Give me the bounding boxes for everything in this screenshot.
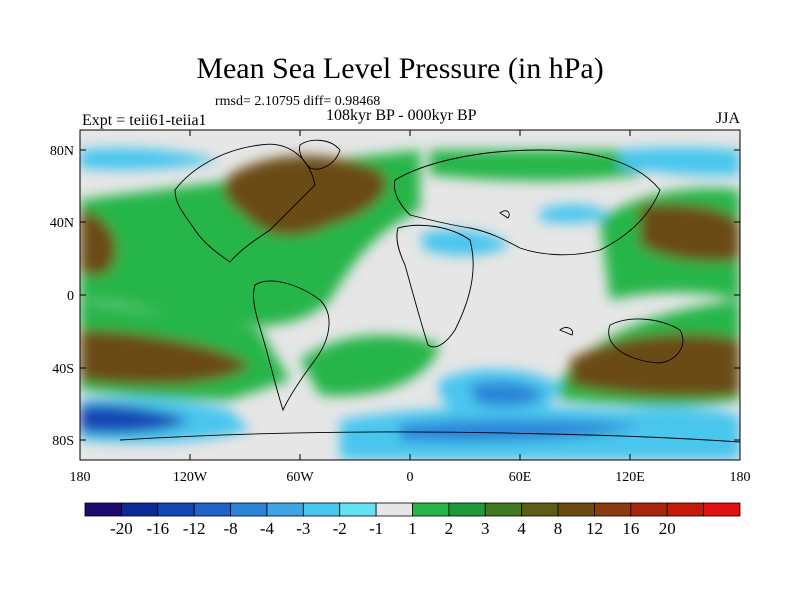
colorbar-label: -8: [223, 519, 237, 538]
lat-label: 40S: [52, 362, 74, 377]
lon-axis: 180 120W 60W 0 60E 120E 180: [70, 130, 751, 485]
lat-axis: 80N 40N 0 40S 80S: [50, 144, 740, 449]
colorbar-swatch: [230, 502, 268, 517]
colorbar-label: -20: [110, 519, 133, 538]
colorbar-label: 8: [554, 519, 563, 538]
colorbar-swatch: [120, 502, 159, 517]
colorbar-swatch: [302, 502, 341, 517]
lon-label: 0: [407, 470, 414, 485]
experiment-label: Expt = teii61-teiia1: [82, 112, 207, 129]
colorbar-swatch: [375, 502, 413, 517]
lon-label: 180: [70, 470, 91, 485]
colorbar-swatch: [703, 502, 741, 517]
colorbar: -20 -16 -12 -8 -4 -3 -2 -1 1 2 3 4 8 12 16 20: [84, 502, 741, 538]
colorbar-label: 4: [517, 519, 526, 538]
colorbar-label: -3: [296, 519, 310, 538]
lat-label: 40N: [50, 216, 74, 231]
colorbar-label: 2: [445, 519, 454, 538]
colorbar-swatch: [666, 502, 705, 517]
colorbar-label: 1: [408, 519, 417, 538]
colorbar-swatch: [557, 502, 595, 517]
lat-label: 80N: [50, 144, 74, 159]
colorbar-swatch: [339, 502, 377, 517]
lon-label: 180: [730, 470, 751, 485]
colorbar-label: -12: [183, 519, 206, 538]
plot-title: Mean Sea Level Pressure (in hPa): [196, 52, 604, 85]
colorbar-swatch: [630, 502, 668, 517]
colorbar-swatch: [157, 502, 195, 517]
colorbar-label: -16: [146, 519, 169, 538]
colorbar-swatch: [521, 502, 559, 517]
lon-label: 120W: [173, 470, 208, 485]
colorbar-swatch: [448, 502, 486, 517]
colorbar-swatch: [412, 502, 450, 517]
colorbar-swatch: [484, 502, 523, 517]
period-label: 108kyr BP - 000kyr BP: [326, 107, 477, 124]
lon-label: 60W: [286, 470, 314, 485]
contour-field: [80, 130, 740, 460]
colorbar-label: -4: [260, 519, 275, 538]
lat-label: 0: [67, 289, 74, 304]
colorbar-label: 16: [622, 519, 639, 538]
colorbar-label: 12: [586, 519, 603, 538]
colorbar-swatch: [193, 502, 231, 517]
colorbar-label: 3: [481, 519, 490, 538]
colorbar-label: 20: [659, 519, 676, 538]
season-label: JJA: [715, 110, 740, 127]
colorbar-label: -2: [333, 519, 347, 538]
colorbar-swatch: [594, 502, 632, 517]
lon-label: 60E: [509, 470, 532, 485]
lon-label: 120E: [615, 470, 645, 485]
coastlines: [119, 139, 740, 443]
colorbar-swatch: [266, 502, 304, 517]
stats-text: rmsd= 2.10795 diff= 0.98468: [215, 94, 381, 109]
colorbar-label: -1: [369, 519, 383, 538]
colorbar-swatch: [84, 502, 122, 517]
lat-label: 80S: [52, 434, 74, 449]
